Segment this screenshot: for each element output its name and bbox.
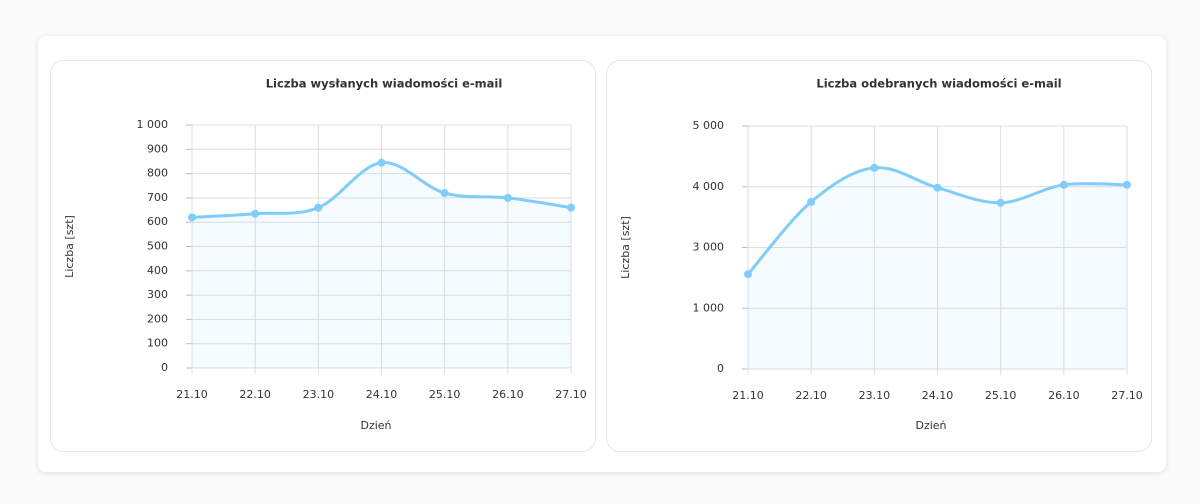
y-tick-label: 400 (147, 264, 168, 277)
x-tick-label: 22.10 (239, 388, 271, 401)
y-tick-label: 700 (147, 191, 168, 204)
point (933, 183, 942, 192)
x-tick-label: 24.10 (366, 388, 398, 401)
y-tick-label: 300 (147, 288, 168, 301)
x-tick-label: 23.10 (303, 388, 335, 401)
area (192, 162, 571, 368)
y-tick-label: 800 (147, 167, 168, 180)
y-axis-label: Liczba [szt] (619, 216, 632, 279)
y-tick-label: 100 (147, 337, 168, 350)
y-tick-label: 4 000 (693, 180, 725, 193)
point (377, 158, 386, 167)
y-tick-label: 0 (717, 362, 724, 375)
point (188, 213, 196, 222)
y-tick-label: 1 000 (693, 301, 725, 314)
y-tick-label: 900 (147, 142, 168, 155)
point (1123, 180, 1131, 189)
x-tick-label: 26.10 (492, 388, 524, 401)
y-tick-label: 200 (147, 312, 168, 325)
x-tick-label: 21.10 (732, 389, 764, 402)
y-tick-label: 600 (147, 215, 168, 228)
y-tick-label: 3 000 (693, 241, 725, 254)
x-axis-label: Dzień (360, 419, 391, 432)
x-tick-label: 21.10 (176, 388, 208, 401)
chart-title: Liczba odebranych wiadomości e-mail (816, 77, 1061, 91)
point (996, 198, 1005, 207)
y-tick-label: 1 000 (137, 118, 169, 131)
point (314, 203, 323, 212)
x-tick-label: 25.10 (985, 389, 1017, 402)
point (744, 270, 752, 279)
point (251, 209, 260, 218)
x-tick-label: 27.10 (1111, 389, 1143, 402)
chart-panel (606, 60, 1152, 452)
chart-title: Liczba wysłanych wiadomości e-mail (266, 77, 503, 91)
x-tick-label: 25.10 (429, 388, 461, 401)
x-tick-label: 27.10 (555, 388, 587, 401)
point (503, 193, 512, 202)
x-axis-label: Dzień (915, 419, 946, 432)
x-tick-label: 26.10 (1048, 389, 1080, 402)
x-tick-label: 22.10 (795, 389, 827, 402)
point (440, 189, 449, 198)
y-tick-label: 0 (161, 361, 168, 374)
point (870, 163, 879, 172)
x-tick-label: 24.10 (922, 389, 954, 402)
point (567, 203, 575, 212)
y-tick-label: 5 000 (693, 119, 725, 132)
y-axis-label: Liczba [szt] (63, 215, 76, 278)
point (807, 197, 816, 206)
point (1059, 180, 1068, 189)
area (748, 167, 1127, 369)
x-tick-label: 23.10 (859, 389, 891, 402)
y-tick-label: 500 (147, 240, 168, 253)
